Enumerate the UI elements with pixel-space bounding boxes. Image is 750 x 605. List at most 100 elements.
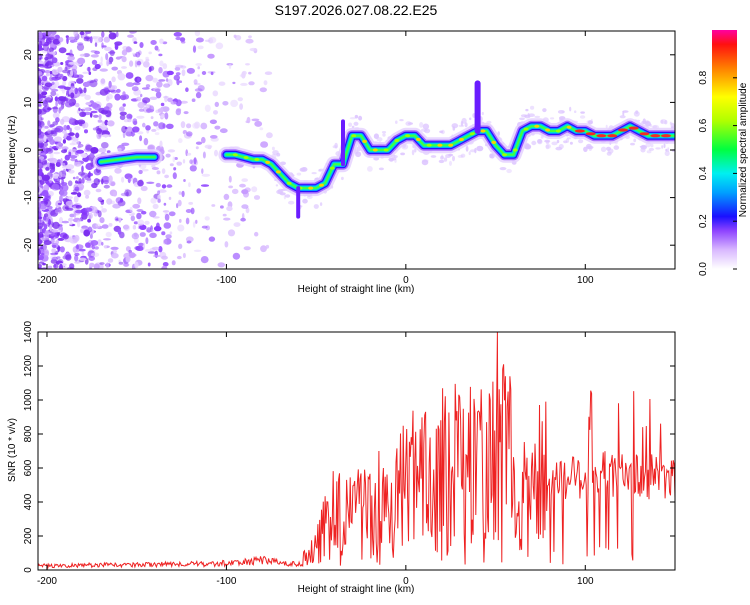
noise-speckle [112, 203, 121, 209]
noise-speckle [146, 108, 152, 114]
ridge-hotspot [319, 183, 324, 187]
noise-speckle [162, 262, 169, 267]
noise-speckle [62, 130, 67, 134]
noise-speckle [145, 58, 150, 62]
noise-speckle [551, 141, 558, 146]
noise-speckle [103, 36, 111, 43]
colorbar-tick-label: 0.8 [698, 70, 709, 84]
noise-speckle [54, 74, 59, 79]
noise-speckle [124, 126, 128, 130]
noise-speckle [561, 110, 565, 114]
noise-speckle [101, 134, 110, 138]
x-tick-label: -100 [216, 576, 236, 587]
noise-speckle [38, 128, 42, 136]
noise-speckle [158, 79, 166, 82]
noise-speckle [121, 142, 130, 146]
noise-speckle [127, 34, 134, 38]
noise-speckle [68, 151, 72, 157]
noise-speckle [639, 145, 647, 148]
noise-speckle [189, 159, 193, 164]
noise-speckle [61, 184, 69, 192]
noise-speckle [141, 87, 150, 90]
noise-speckle [60, 62, 64, 65]
noise-speckle [61, 149, 67, 154]
noise-speckle [59, 246, 65, 253]
noise-speckle [646, 150, 652, 154]
noise-speckle [457, 154, 464, 158]
noise-speckle [44, 231, 50, 240]
noise-speckle [200, 256, 209, 264]
noise-speckle [633, 111, 640, 117]
noise-speckle [71, 139, 80, 145]
noise-speckle [251, 118, 260, 122]
noise-speckle [399, 119, 404, 122]
noise-speckle [75, 132, 80, 139]
noise-speckle [59, 263, 63, 269]
noise-speckle [569, 141, 573, 145]
noise-speckle [239, 183, 246, 188]
noise-speckle [81, 251, 85, 256]
noise-speckle [219, 128, 228, 134]
noise-speckle [243, 191, 249, 198]
y-tick-label: 0 [23, 567, 34, 573]
noise-speckle [129, 206, 133, 213]
noise-speckle [395, 120, 398, 124]
noise-speckle [245, 207, 250, 214]
noise-speckle [129, 133, 136, 136]
noise-speckle [42, 125, 45, 132]
noise-speckle [38, 31, 43, 37]
noise-speckle [69, 155, 78, 159]
noise-speckle [232, 252, 241, 260]
x-tick-label: 0 [403, 275, 409, 286]
noise-speckle [47, 120, 51, 127]
noise-speckle [68, 217, 74, 222]
noise-speckle [61, 116, 70, 123]
noise-speckle [285, 194, 291, 198]
noise-speckle [354, 114, 359, 119]
noise-speckle [104, 119, 109, 126]
noise-speckle [145, 84, 151, 88]
noise-speckle [121, 49, 128, 56]
noise-speckle [97, 239, 102, 247]
noise-speckle [172, 156, 176, 163]
noise-speckle [63, 133, 67, 139]
noise-speckle [558, 144, 564, 149]
noise-speckle [132, 126, 140, 133]
noise-speckle [176, 161, 182, 166]
noise-speckle [106, 198, 113, 205]
noise-speckle [85, 144, 93, 151]
noise-speckle [82, 81, 91, 88]
noise-speckle [49, 138, 55, 145]
noise-speckle [665, 148, 668, 152]
noise-speckle [89, 233, 93, 239]
noise-speckle [62, 169, 66, 173]
noise-speckle [59, 186, 63, 191]
noise-speckle [95, 223, 101, 228]
noise-speckle [228, 175, 232, 183]
noise-speckle [87, 66, 91, 72]
noise-speckle [68, 61, 77, 65]
noise-speckle [146, 181, 155, 184]
noise-speckle [74, 126, 81, 131]
noise-speckle [195, 91, 202, 99]
noise-speckle [159, 38, 164, 44]
noise-speckle [47, 265, 53, 269]
noise-speckle [201, 225, 208, 229]
noise-speckle [460, 153, 466, 158]
noise-speckle [204, 104, 211, 113]
noise-speckle [578, 139, 584, 144]
noise-speckle [50, 55, 54, 59]
y-tick-label: -20 [23, 238, 34, 253]
noise-speckle [43, 250, 49, 254]
noise-speckle [101, 31, 105, 38]
noise-speckle [85, 102, 92, 106]
ridge-hotspot [459, 137, 464, 142]
noise-speckle [51, 256, 58, 262]
noise-speckle [542, 108, 547, 113]
noise-speckle [86, 177, 92, 182]
ridge-hotspot [243, 156, 249, 160]
noise-speckle [476, 145, 484, 152]
noise-speckle [145, 74, 154, 82]
